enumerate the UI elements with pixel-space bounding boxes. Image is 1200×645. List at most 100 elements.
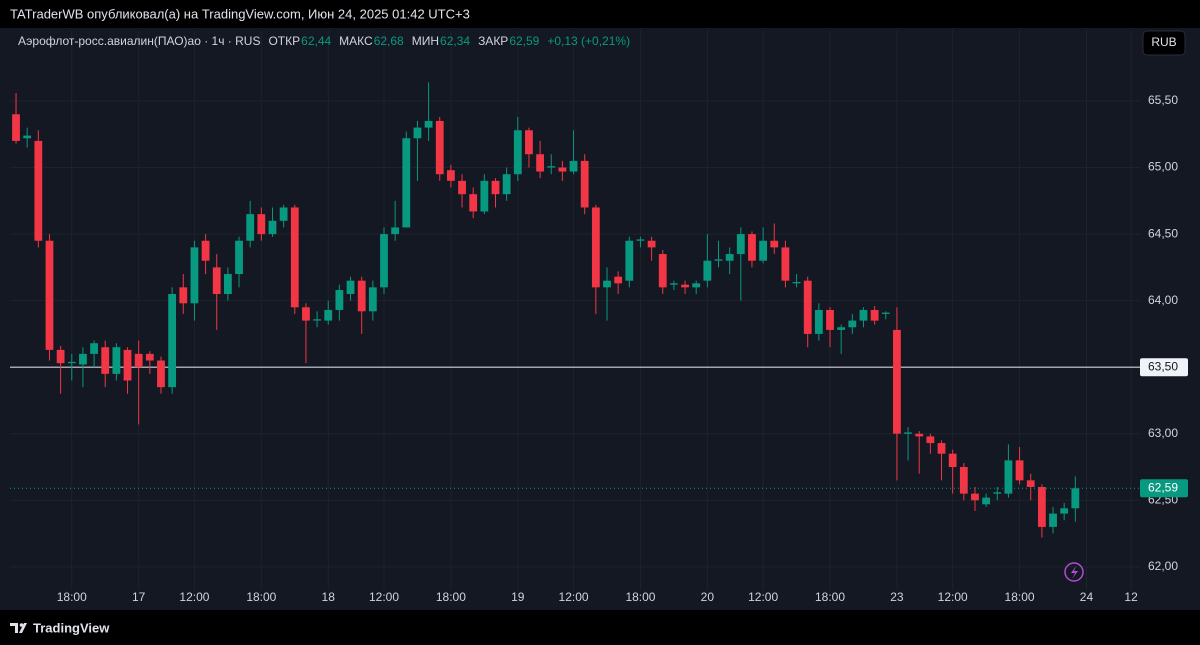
- candle-body: [580, 160, 589, 208]
- candle-body: [614, 276, 623, 284]
- candle-body: [67, 361, 76, 364]
- candle-body: [781, 247, 790, 281]
- candle-body: [34, 140, 43, 241]
- candle-body: [1060, 508, 1069, 514]
- candle-body: [714, 259, 723, 261]
- candle-body: [603, 280, 611, 288]
- candle-body: [380, 234, 388, 288]
- candle-body: [190, 247, 199, 304]
- candle-body: [346, 280, 355, 294]
- candle-body: [826, 309, 834, 330]
- candle-body: [257, 214, 266, 235]
- candle-body: [235, 240, 243, 275]
- candle-body: [79, 353, 87, 365]
- candle-body: [469, 194, 478, 212]
- candle-body: [982, 497, 991, 505]
- candle-body: [268, 220, 277, 235]
- x-tick-label: 17: [132, 590, 146, 604]
- candle-body: [736, 234, 745, 255]
- change: +0,13 (+0,21%): [547, 34, 630, 48]
- candle-body: [313, 319, 321, 321]
- event-icon[interactable]: [1064, 562, 1084, 582]
- y-tick-label: 65,50: [1148, 93, 1178, 107]
- ohlc-value: 62,68: [374, 34, 404, 48]
- x-tick-label: 18: [322, 590, 336, 604]
- brand: TradingView: [33, 620, 110, 635]
- logo: [10, 623, 27, 633]
- level-badge: [1140, 358, 1188, 377]
- y-tick-label: 64,00: [1148, 293, 1178, 307]
- y-tick-label: 63,00: [1148, 426, 1178, 440]
- candle-body: [558, 167, 567, 172]
- x-tick-label: 20: [701, 590, 715, 604]
- candle-body: [56, 349, 65, 364]
- x-tick-label: 12:00: [938, 590, 968, 604]
- currency-button[interactable]: [1142, 30, 1186, 56]
- candle-body: [45, 240, 54, 350]
- candle-body: [1071, 488, 1080, 509]
- candle-body: [748, 234, 756, 261]
- candle-body: [513, 130, 522, 175]
- candle-body: [502, 174, 511, 195]
- candle-body: [881, 312, 890, 314]
- candle-body: [547, 166, 556, 168]
- x-tick-label: 18:00: [57, 590, 87, 604]
- candle-body: [302, 307, 310, 321]
- ohlc-label: ЗАКР: [478, 34, 508, 48]
- candle-body: [23, 135, 32, 139]
- candle-body: [12, 114, 20, 141]
- ohlc-label: ОТКР: [268, 34, 300, 48]
- candle-body: [279, 207, 288, 221]
- candle-body: [157, 360, 165, 388]
- candle-body: [837, 327, 846, 330]
- candle-body: [926, 436, 935, 444]
- candle-body: [491, 180, 500, 195]
- candle-body: [145, 353, 154, 361]
- x-tick-label: 12:00: [748, 590, 778, 604]
- candle-body: [324, 309, 333, 321]
- x-tick-label: 18:00: [1005, 590, 1035, 604]
- candle-body: [246, 214, 255, 241]
- x-tick-label: 18:00: [625, 590, 655, 604]
- candle-body: [803, 280, 812, 334]
- candle-body: [569, 160, 578, 172]
- candle-body: [893, 329, 901, 434]
- x-tick-label: 18:00: [815, 590, 845, 604]
- candle-body: [446, 170, 455, 181]
- candle-body: [168, 293, 177, 388]
- candle-body: [223, 274, 232, 294]
- candle-body: [959, 467, 968, 494]
- x-tick-label: 12:00: [179, 590, 209, 604]
- candle-body: [525, 130, 533, 155]
- x-tick-label: 18:00: [436, 590, 466, 604]
- event-bolt: [1071, 566, 1078, 579]
- candle-body: [625, 240, 634, 281]
- candle-body: [725, 254, 734, 261]
- candle-body: [948, 453, 957, 468]
- candle-body: [658, 254, 667, 288]
- candle-body: [402, 138, 411, 228]
- candle-body: [1049, 513, 1057, 527]
- candle-body: [904, 432, 912, 434]
- candle-body: [112, 347, 121, 374]
- candle-body: [1037, 486, 1046, 527]
- last-price-label: 62,59: [1148, 480, 1178, 494]
- y-tick-label: 64,50: [1148, 226, 1178, 240]
- candle-body: [101, 347, 110, 374]
- y-tick-label: 65,00: [1148, 160, 1178, 174]
- x-tick-label: 12: [1124, 590, 1138, 604]
- candle-body: [335, 289, 344, 310]
- ohlc-value: 62,34: [440, 34, 470, 48]
- candle-body: [458, 180, 466, 195]
- candle-body: [703, 260, 712, 281]
- currency-label[interactable]: RUB: [1151, 35, 1176, 49]
- x-tick-label: 23: [890, 590, 904, 604]
- last-price-badge: [1140, 479, 1188, 498]
- candle-body: [770, 240, 779, 248]
- candle-body: [814, 309, 823, 334]
- y-tick-label: 62,00: [1148, 559, 1178, 573]
- candle-body: [201, 240, 210, 261]
- candle-body: [90, 343, 98, 354]
- candle-body: [937, 443, 946, 454]
